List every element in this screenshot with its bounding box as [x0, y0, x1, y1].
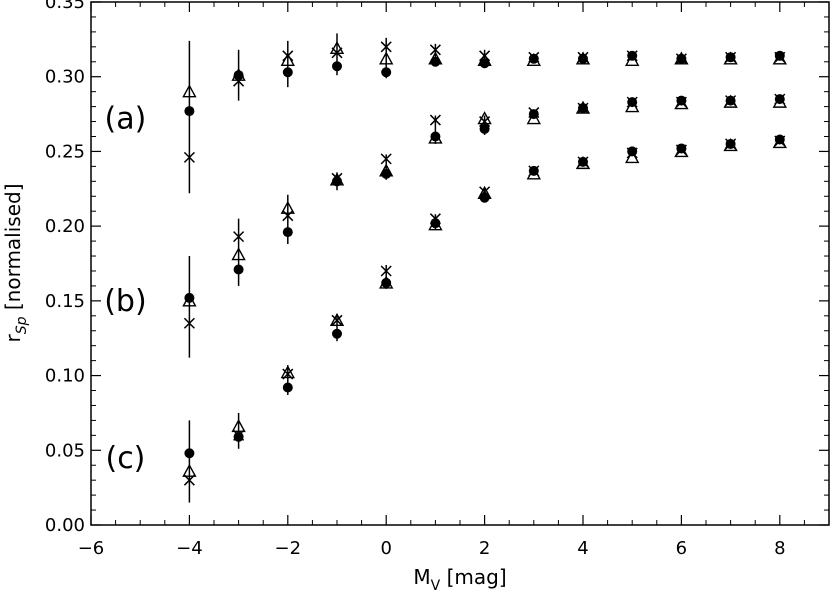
data-markers: [182, 40, 787, 486]
filled-circle-marker: [528, 53, 539, 64]
cross-marker: [233, 231, 245, 243]
cross-marker: [331, 314, 343, 326]
x-tick-label: 2: [479, 538, 490, 559]
filled-circle-marker: [578, 53, 588, 64]
x-axis-title-main: M: [413, 565, 430, 589]
triangle-marker: [231, 418, 246, 433]
filled-circle-marker: [430, 56, 441, 67]
panel-label: (a): [105, 102, 147, 137]
cross-marker: [380, 265, 392, 277]
cross-marker: [282, 368, 294, 380]
y-tick-label: 0.10: [45, 366, 85, 387]
filled-circle-marker: [332, 176, 342, 187]
y-tick-label: 0.25: [45, 141, 85, 162]
filled-circle-marker: [381, 168, 392, 179]
filled-circle-marker: [676, 143, 687, 154]
y-tick-label: 0.20: [45, 216, 85, 237]
filled-circle-marker: [332, 328, 342, 339]
plot-frame: [90, 1, 830, 526]
filled-circle-marker: [184, 106, 195, 117]
panel-label: (c): [105, 441, 145, 476]
filled-circle-marker: [725, 95, 736, 106]
panel-labels: (a) (b) (c): [104, 102, 146, 476]
filled-circle-marker: [627, 97, 638, 108]
x-tick-label: 0: [380, 538, 391, 559]
y-axis-title-main: r: [1, 334, 25, 343]
filled-circle-marker: [430, 131, 441, 142]
cross-marker: [380, 153, 392, 165]
filled-circle-marker: [528, 165, 539, 176]
filled-circle-marker: [430, 218, 441, 229]
y-tick-label: 0.00: [45, 515, 85, 536]
cross-marker: [183, 474, 195, 486]
axis-ticks: [90, 1, 830, 526]
filled-circle-marker: [381, 277, 392, 288]
x-tick-label: 8: [774, 538, 785, 559]
triangle-marker: [182, 463, 197, 477]
y-tick-label: 0.15: [45, 291, 85, 312]
cross-marker: [282, 50, 294, 62]
filled-circle-marker: [774, 94, 785, 105]
filled-circle-marker: [282, 67, 293, 78]
filled-circle-marker: [184, 448, 195, 459]
filled-circle-marker: [774, 134, 785, 145]
filled-circle-marker: [578, 156, 588, 167]
x-axis-title-sub: V: [431, 578, 441, 594]
triangle-marker: [231, 247, 246, 261]
filled-circle-marker: [332, 61, 342, 72]
filled-circle-marker: [578, 103, 588, 114]
cross-marker: [429, 44, 441, 56]
filled-circle-marker: [725, 138, 736, 149]
filled-circle-marker: [479, 124, 490, 135]
x-tick-label: 6: [676, 538, 687, 559]
filled-circle-marker: [676, 95, 687, 106]
cross-marker: [380, 41, 392, 53]
y-axis-title: rSp [normalised]: [1, 183, 30, 342]
x-axis-title-rest: [mag]: [440, 565, 506, 589]
cross-marker: [183, 151, 195, 163]
filled-circle-marker: [676, 53, 687, 64]
filled-circle-marker: [479, 192, 490, 203]
filled-circle-marker: [282, 382, 293, 393]
error-bars: [188, 33, 486, 503]
triangle-marker: [329, 312, 345, 326]
filled-circle-marker: [233, 264, 244, 275]
filled-circle-marker: [282, 227, 293, 238]
y-axis-title-rest: [normalised]: [1, 183, 25, 316]
y-axis-title-sub: Sp: [14, 316, 30, 334]
x-tick-label: 4: [577, 538, 588, 559]
panel-label: (b): [104, 284, 146, 319]
filled-circle-marker: [627, 146, 638, 157]
filled-circle-marker: [774, 50, 785, 61]
cross-marker: [479, 50, 491, 62]
cross-marker: [331, 47, 343, 59]
filled-circle-marker: [725, 52, 736, 63]
axis-tick-labels: −6 −4 −2 0 2 4 6 8 0.00 0.05 0.10 0.15 0.20 0.25 0.30 0…: [45, 0, 786, 559]
filled-circle-marker: [627, 50, 638, 61]
filled-circle-marker: [233, 431, 244, 442]
filled-circle-marker: [381, 67, 392, 78]
filled-circle-marker: [479, 58, 490, 69]
cross-marker: [429, 114, 441, 126]
x-tick-label: −4: [176, 538, 203, 559]
x-axis-title: MV [mag]: [413, 565, 506, 594]
filled-circle-marker: [184, 292, 195, 303]
filled-circle-marker: [233, 70, 244, 81]
triangle-marker: [280, 200, 295, 214]
triangle-marker: [379, 51, 394, 65]
triangle-marker: [182, 84, 197, 98]
filled-circle-marker: [528, 109, 539, 120]
cross-marker: [282, 210, 294, 222]
x-tick-label: −2: [275, 538, 302, 559]
y-tick-label: 0.05: [45, 440, 85, 461]
cross-marker: [479, 116, 491, 128]
cross-marker: [183, 317, 195, 329]
y-tick-label: 0.30: [45, 67, 85, 88]
y-tick-label: 0.35: [45, 0, 85, 13]
x-tick-label: −6: [78, 538, 105, 559]
